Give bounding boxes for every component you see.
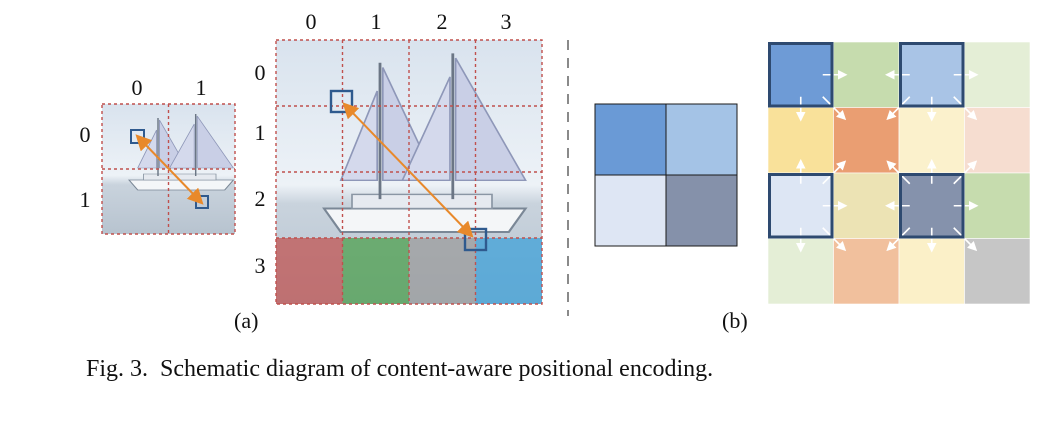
bottom-row-tint-0 xyxy=(276,238,343,304)
figure-caption: Fig. 3. Schematic diagram of content-awa… xyxy=(86,356,714,382)
encoding-cell-0-2 xyxy=(898,41,965,108)
encoding-cell-1-0 xyxy=(767,107,834,174)
large-col-label-2: 2 xyxy=(437,9,448,34)
encoding-cell-1-1 xyxy=(833,107,900,174)
encoding-highlight-0-0 xyxy=(768,42,834,108)
encoding-cell-0-1 xyxy=(833,41,900,108)
encoding-small-cell-0 xyxy=(594,103,667,176)
large-row-label-3: 3 xyxy=(255,253,266,278)
encoding-small-cell-2 xyxy=(594,174,667,247)
small-image-grid: 0 1 0 1 xyxy=(80,75,236,235)
encoding-cell-3-1 xyxy=(833,238,900,305)
large-row-label-0: 0 xyxy=(255,60,266,85)
large-image-grid: 0 1 2 3 0 1 2 3 xyxy=(255,9,543,305)
large-col-label-0: 0 xyxy=(306,9,317,34)
encoding-highlight-0-2 xyxy=(899,42,965,108)
encoding-cell-2-3 xyxy=(964,172,1031,239)
small-col-label-1: 1 xyxy=(196,75,207,100)
encoding-cell-2-1 xyxy=(833,172,900,239)
encoding-small-grid xyxy=(594,103,738,247)
large-patch-box-b xyxy=(463,227,488,252)
encoding-small-cell-1 xyxy=(665,103,738,176)
panel-b-label: (b) xyxy=(722,308,748,333)
encoding-cell-3-3 xyxy=(964,238,1031,305)
encoding-highlight-2-2 xyxy=(899,173,965,239)
encoding-cell-0-3 xyxy=(964,41,1031,108)
large-row-label-2: 2 xyxy=(255,186,266,211)
small-relation-arrow xyxy=(135,134,204,205)
small-col-label-0: 0 xyxy=(132,75,143,100)
large-relation-arrow xyxy=(342,102,474,238)
bottom-row-tint-1 xyxy=(342,238,409,304)
encoding-cell-3-2 xyxy=(898,238,965,305)
encoding-small-cell-3 xyxy=(665,174,738,247)
encoding-cell-3-0 xyxy=(767,238,834,305)
large-patch-box-a xyxy=(329,89,354,114)
panel-a-label: (a) xyxy=(234,308,258,333)
encoding-highlight-boxes xyxy=(768,42,965,239)
encoding-highlight-2-0 xyxy=(768,173,834,239)
small-row-label-0: 0 xyxy=(80,122,91,147)
encoding-cell-1-2 xyxy=(898,107,965,174)
large-col-label-1: 1 xyxy=(371,9,382,34)
encoding-cell-1-3 xyxy=(964,107,1031,174)
large-col-label-3: 3 xyxy=(501,9,512,34)
large-row-label-1: 1 xyxy=(255,120,266,145)
small-row-label-1: 1 xyxy=(80,187,91,212)
